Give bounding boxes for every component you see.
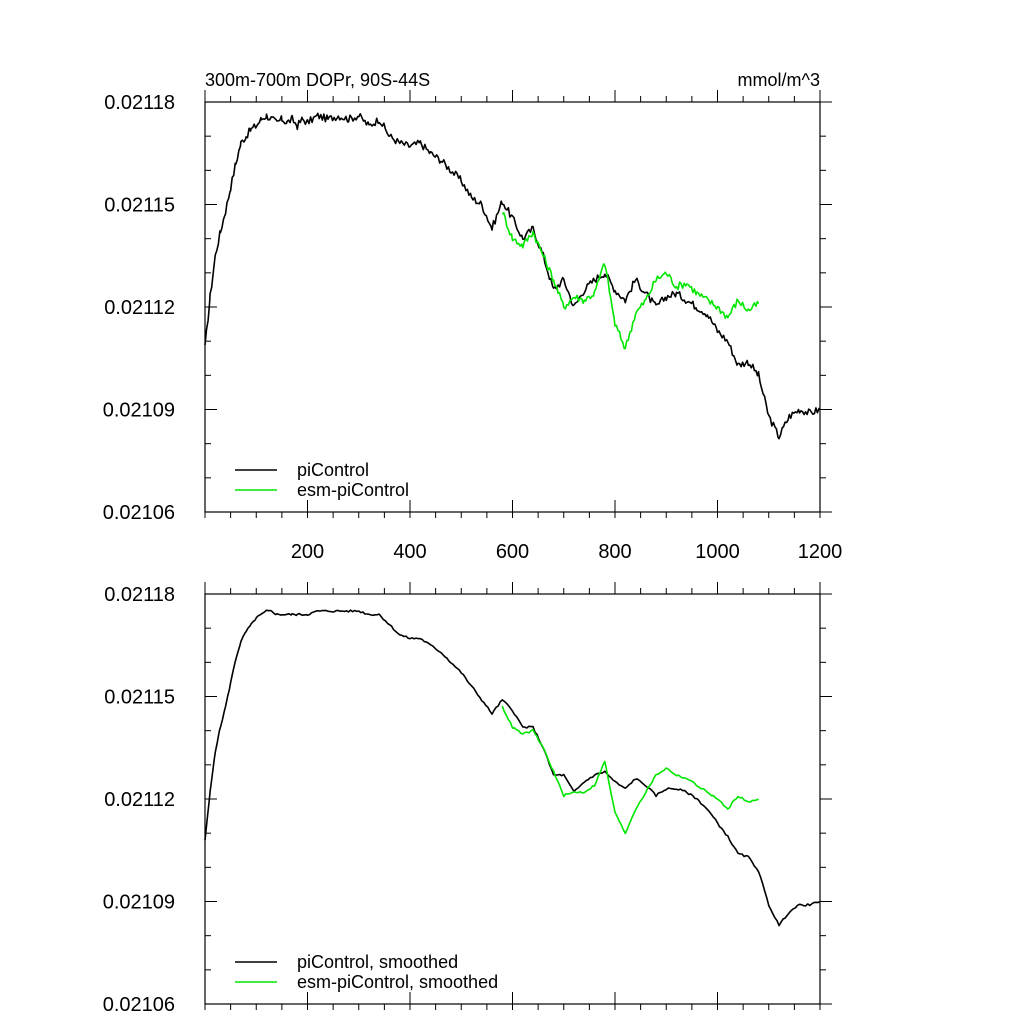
chart-title: 300m-700m DOPr, 90S-44S (205, 70, 430, 90)
y-tick-label: 0.02109 (103, 400, 175, 422)
top-axis-ticks: 0.02106 0.02109 0.02112 0.02115 0.02118 200 40… (103, 90, 843, 563)
series-line-esm-picontrol-smoothed (501, 705, 759, 835)
legend-label-esm-picontrol: esm-piControl (297, 480, 409, 500)
bottom-plot-frame (204, 593, 821, 1005)
y-tick-label: 0.02106 (103, 502, 175, 524)
top-plot-frame (204, 101, 821, 513)
legend-label-picontrol-smoothed: piControl, smoothed (297, 952, 458, 972)
series-line-picontrol-smoothed (204, 609, 821, 927)
x-tick-label: 200 (291, 541, 324, 563)
y-tick-label: 0.02115 (104, 195, 175, 217)
y-tick-label: 0.02118 (104, 92, 175, 114)
x-tick-label: 1200 (798, 541, 843, 563)
y-tick-label: 0.02112 (104, 789, 175, 811)
y-tick-label: 0.02106 (103, 994, 175, 1016)
y-tick-label: 0.02118 (104, 584, 175, 606)
bottom-panel: 0.02106 0.02109 0.02112 0.02115 0.02118 piCo… (103, 582, 832, 1016)
x-tick-label: 800 (598, 541, 631, 563)
y-tick-label: 0.02112 (104, 297, 175, 319)
top-legend: piControl esm-piControl (235, 460, 409, 500)
bottom-axis-ticks: 0.02106 0.02109 0.02112 0.02115 0.02118 (103, 582, 832, 1016)
y-tick-label: 0.02115 (104, 687, 175, 709)
y-tick-label: 0.02109 (103, 892, 175, 914)
bottom-series-group (204, 609, 821, 927)
legend-label-esm-picontrol-smoothed: esm-piControl, smoothed (297, 972, 498, 992)
series-line-picontrol (204, 112, 821, 440)
legend-label-picontrol: piControl (297, 460, 369, 480)
top-series-group (204, 112, 821, 440)
bottom-legend: piControl, smoothed esm-piControl, smoot… (235, 952, 498, 992)
series-line-esm-picontrol (501, 212, 760, 350)
x-tick-label: 1000 (695, 541, 740, 563)
x-tick-label: 600 (496, 541, 529, 563)
units-label: mmol/m^3 (738, 70, 820, 90)
top-panel: 300m-700m DOPr, 90S-44S mmol/m^3 0.02106… (103, 70, 843, 563)
x-tick-label: 400 (393, 541, 426, 563)
